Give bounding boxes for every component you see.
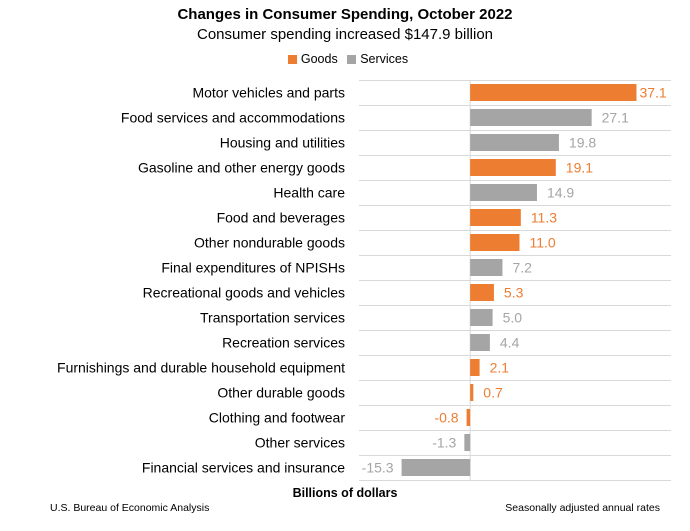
category-label: Motor vehicles and parts: [192, 85, 345, 101]
category-label: Food services and accommodations: [121, 110, 345, 126]
category-label: Transportation services: [200, 310, 345, 326]
data-label: 14.9: [547, 185, 574, 201]
data-label: 4.4: [500, 335, 520, 351]
category-label: Recreational goods and vehicles: [143, 285, 345, 301]
bar: [470, 184, 537, 201]
legend-services: Services: [360, 52, 409, 66]
category-label: Furnishings and durable household equipm…: [57, 360, 345, 376]
chart-subtitle: Consumer spending increased $147.9 billi…: [196, 26, 494, 43]
bar: [470, 84, 637, 101]
data-label: 5.0: [503, 310, 523, 326]
bar: [470, 359, 480, 376]
data-label: 27.1: [602, 110, 629, 126]
legend: Goods Services: [0, 52, 690, 66]
legend-swatch-services: [347, 55, 357, 64]
category-label: Housing and utilities: [220, 135, 345, 151]
category-label: Other nondurable goods: [194, 235, 345, 251]
data-label: 7.2: [512, 260, 532, 276]
category-label: Recreation services: [222, 335, 345, 351]
category-label: Gasoline and other energy goods: [138, 160, 345, 176]
bar: [470, 259, 503, 276]
category-label: Financial services and insurance: [142, 460, 345, 476]
legend-goods: Goods: [300, 52, 338, 66]
data-label: 11.3: [531, 210, 557, 226]
category-label: Health care: [273, 185, 345, 201]
category-label: Other services: [255, 435, 345, 451]
bar: [470, 109, 592, 126]
data-label: -1.3: [432, 435, 456, 451]
bar: [470, 234, 520, 251]
chart-title: Changes in Consumer Spending, October 20…: [177, 6, 513, 23]
bar: [470, 209, 521, 226]
data-label: -15.3: [362, 460, 394, 476]
rates-note: Seasonally adjusted annual rates: [505, 502, 660, 514]
category-label: Clothing and footwear: [209, 410, 346, 426]
data-label: 2.1: [490, 360, 510, 376]
data-label: 0.7: [483, 385, 503, 401]
data-label: 19.8: [569, 135, 596, 151]
data-label: 5.3: [504, 285, 524, 301]
bar: [470, 134, 559, 151]
x-axis-label: Billions of dollars: [292, 486, 398, 500]
data-label: 19.1: [566, 160, 593, 176]
bar: [470, 384, 474, 401]
bar: [470, 309, 493, 326]
bar: [464, 434, 471, 451]
bar: [470, 159, 556, 176]
bar: [401, 459, 471, 476]
source-note: U.S. Bureau of Economic Analysis: [50, 502, 210, 514]
bar: [466, 409, 471, 426]
data-label: 11.0: [529, 235, 555, 251]
data-label: -0.8: [434, 410, 458, 426]
data-label: 37.1: [639, 85, 666, 101]
legend-swatch-goods: [287, 55, 297, 64]
category-label: Food and beverages: [217, 210, 345, 226]
category-label: Other durable goods: [217, 385, 345, 401]
bar: [470, 284, 494, 301]
category-label: Final expenditures of NPISHs: [161, 260, 345, 276]
bar: [470, 334, 490, 351]
